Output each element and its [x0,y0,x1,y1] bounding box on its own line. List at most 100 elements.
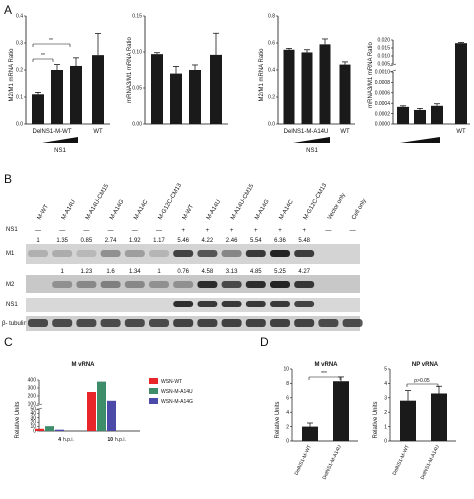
c-tick-label: 100 [28,402,37,408]
c-legend-a14u: WSN-M-A14U [161,389,193,395]
b-lane-label: M-A14U [206,199,222,221]
b-ns1-row-label: NS1 [6,227,18,233]
dr-tick-label: 1 [384,424,387,430]
dr-tick-label: 5 [384,367,387,373]
panel-letter-d: D [260,335,269,349]
tubulin-band [100,319,121,327]
c-legend-swatch-wt [149,378,158,384]
b-label-m1: M1 [6,251,15,257]
c-tick-label: 20 [30,420,36,426]
m2-band [221,281,242,288]
b-lane-label: M-G12C-CM13 [303,182,329,221]
b-lane-label: M-A14U [61,199,77,221]
a2-bar [151,54,163,124]
a3-group-label: DelNS1-M-A14U [284,129,329,135]
b-m1-ratio: 4.22 [202,238,214,244]
m1-band [28,250,48,257]
d-left-x-a14u: DelNS1-M-A14U [322,444,343,481]
m2-band [270,281,290,288]
c-tick-label: 0 [33,429,36,435]
a1-wt-label: WT [93,129,103,135]
c-legend-swatch-a14u [149,388,158,394]
b-m2-ratio: 5.25 [274,269,286,275]
b-lane-label: M-A14C [133,198,150,221]
m1-band [294,250,315,257]
c-bar [87,392,96,431]
b-m1-ratio: 2.74 [105,238,117,244]
c-legend: WSN-WT WSN-M-A14U WSN-M-A14G [149,378,193,405]
a3-tick-label: 0.4 [268,68,275,74]
c-bar [45,426,54,431]
b-lane-label: M-G12C-CM13 [158,182,184,221]
a1-tick-label: 0.2 [16,68,23,74]
chart-a4: mRNA3/M1 mRNA Ratio 0.0000 0.0002 0.0004 0.… [368,38,470,143]
d-right-sig: p>0.05 [414,378,430,384]
m2-band [245,281,266,288]
c-tick-label: 200 [28,394,37,400]
a1-bar [70,65,82,124]
a1-bar [32,94,44,124]
b-label-tubulin: β- tubulin [2,321,27,327]
b-m1-ratio: 1.92 [129,238,141,244]
tubulin-band [245,319,266,327]
b-lane-label: M-A14C [279,198,296,221]
a1-tick-label: 0.0 [16,122,23,128]
b-ns1-sign: + [278,228,282,234]
b-label-m2: M2 [6,282,15,288]
a4-tick-label: 0.020 [377,38,390,44]
panel-letter-c: C [4,335,13,349]
a3-bar [301,52,313,125]
m1-band [149,250,169,257]
dl-tick-label: 4 [286,410,289,416]
m2-band [173,281,194,288]
b-m2-ratio: 1.23 [81,269,93,275]
c-tick-label: 10 [30,424,36,430]
a3-ns1-wedge [293,137,330,143]
a4-ns1-wedge [400,137,440,143]
c-legend-wt: WSN-WT [161,379,182,385]
tubulin-band [294,319,315,327]
d-right-x-wt: DelNS1-M-WT [392,444,411,476]
a3-bar [283,49,295,124]
c-bar [35,428,44,431]
dr-tick-label: 0 [384,439,387,445]
a2-bar [210,54,222,124]
a4-tick-label: 0.0006 [375,91,391,97]
tubulin-band [270,319,290,327]
c-x-10-num: 10 [107,437,113,443]
panel-letter-a: A [4,3,12,17]
tubulin-band [342,319,363,327]
ns1-band [294,301,315,307]
b-m2-ratio: 4.27 [298,269,310,275]
b-m2-ratio: 0.76 [177,269,189,275]
c-title: M vRNA [71,362,95,368]
a1-group-label: DelNS1-M-WT [33,129,72,135]
b-ns1-sign: — [83,228,89,234]
a2-ylabel: mRNA3/M1 mRNA Ratio [127,37,133,103]
tubulin-band [173,319,194,327]
b-ns1-sign: — [108,228,114,234]
c-x-4-num: 4 [58,437,61,443]
a4-ylabel: mRNA3/M1 mRNA Ratio [368,42,374,108]
c-ylabel: Relative Units [15,401,21,438]
m2-band [149,281,169,288]
a1-sig-2: ** [41,53,45,59]
a4-tick-label: 0.0002 [375,111,391,117]
b-m1-ratio: 5.48 [298,238,310,244]
ns1-band [245,301,266,307]
ns1-band [270,301,290,307]
m1-band [197,250,218,257]
b-m1-ratio: 5.54 [250,238,262,244]
a1-tick-label: 0.1 [16,95,23,101]
a1-ns1-label: NS1 [54,148,66,154]
a4-bar [397,106,409,124]
a1-tick-label: 0.3 [16,41,23,47]
dl-tick-label: 2 [286,424,289,430]
m1-band [173,250,194,257]
a3-ylabel: M2/M1 mRNA Ratio [259,48,265,102]
m2-band [100,281,121,288]
c-tick-label: 50 [30,407,36,413]
b-lane-label: M-A14U-CM15 [85,183,111,221]
tubulin-band [52,319,73,327]
c-tick-label: 30 [30,415,36,421]
